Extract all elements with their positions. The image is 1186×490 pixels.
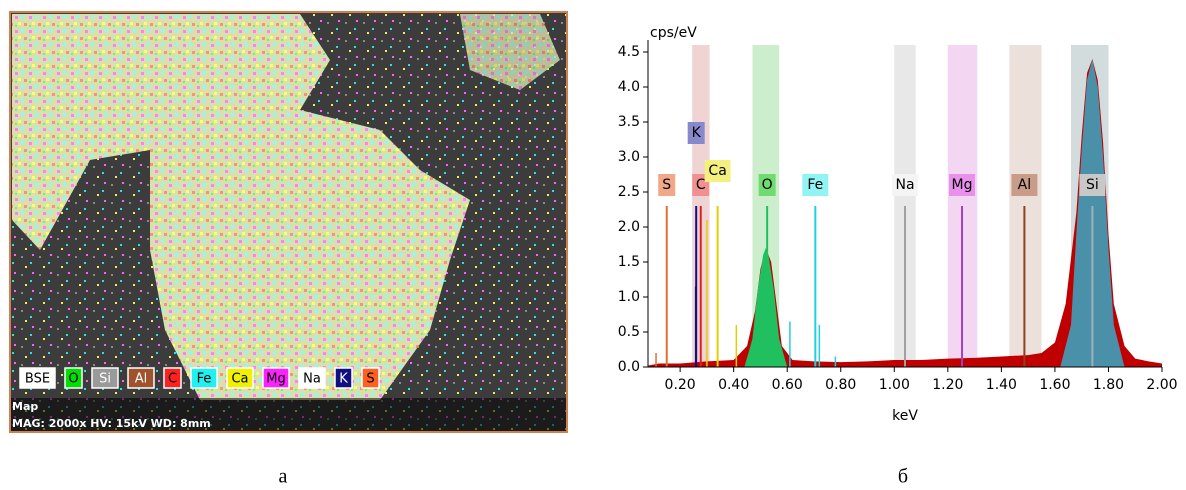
x-tick-label: 2.00 bbox=[1146, 377, 1177, 393]
map-info: MAG: 2000x HV: 15kV WD: 8mm bbox=[12, 417, 211, 430]
legend-label: S bbox=[366, 372, 374, 387]
element-label: K bbox=[692, 125, 702, 141]
legend-swatch bbox=[262, 367, 290, 389]
legend-swatch bbox=[127, 367, 155, 389]
element-label: S bbox=[662, 177, 671, 193]
element-label: Si bbox=[1086, 177, 1099, 193]
y-tick-label: 4.0 bbox=[618, 79, 640, 95]
x-tick-label: 1.80 bbox=[1093, 377, 1124, 393]
x-tick-label: 0.60 bbox=[772, 377, 803, 393]
element-box bbox=[892, 174, 918, 196]
x-tick-label: 1.60 bbox=[1039, 377, 1070, 393]
legend-label: O bbox=[68, 372, 78, 387]
legend-swatch bbox=[226, 367, 254, 389]
y-tick-label: 1.5 bbox=[618, 254, 640, 270]
legend-swatch bbox=[64, 367, 83, 389]
x-tick-label: 0.20 bbox=[665, 377, 696, 393]
element-label: Al bbox=[1018, 177, 1031, 193]
legend-swatch bbox=[298, 367, 326, 389]
element-box bbox=[1079, 174, 1106, 196]
legend-label: C bbox=[168, 372, 177, 387]
legend-label: Mg bbox=[266, 372, 285, 387]
x-tick-label: 1.20 bbox=[932, 377, 963, 393]
caption: а bbox=[279, 466, 288, 488]
map-image: Map MAG: 2000x HV: 15kV WD: 8mm bbox=[9, 11, 568, 433]
element-label: Na bbox=[895, 177, 914, 193]
legend-swatch bbox=[163, 367, 182, 389]
y-tick-label: 3.0 bbox=[618, 149, 640, 165]
legend-label: Fe bbox=[197, 372, 212, 387]
y-tick-label: 2.0 bbox=[618, 219, 640, 235]
y-tick-label: 0.0 bbox=[618, 359, 640, 375]
legend-label: Al bbox=[135, 372, 148, 387]
legend-label: BSE bbox=[25, 372, 50, 387]
y-axis-label: cps/eV bbox=[650, 25, 697, 41]
element-box bbox=[687, 122, 705, 144]
y-tick-label: 0.5 bbox=[618, 324, 640, 340]
x-axis-label: keV bbox=[892, 408, 918, 424]
legend-swatch bbox=[190, 367, 218, 389]
element-box bbox=[802, 174, 829, 196]
x-tick-label: 0.80 bbox=[825, 377, 856, 393]
element-label: Mg bbox=[952, 177, 973, 193]
element-label: O bbox=[762, 177, 773, 193]
map-title: Map bbox=[12, 400, 38, 413]
legend-label: Si bbox=[99, 372, 111, 387]
map-legend: BSE O Si Al C Fe Ca Mg Na K S bbox=[19, 367, 380, 389]
element-box bbox=[758, 174, 776, 196]
y-tick-label: 3.5 bbox=[618, 114, 640, 130]
element-box bbox=[704, 160, 731, 182]
info-bar bbox=[11, 398, 566, 431]
element-band bbox=[1009, 45, 1042, 367]
x-tick-label: 0.40 bbox=[718, 377, 749, 393]
y-tick-label: 4.5 bbox=[618, 44, 640, 60]
x-tick-label: 1.40 bbox=[986, 377, 1017, 393]
x-tick-label: 1.00 bbox=[879, 377, 910, 393]
element-label: C bbox=[696, 177, 706, 193]
element-box bbox=[658, 174, 676, 196]
element-box bbox=[949, 174, 976, 196]
legend-swatch bbox=[91, 367, 119, 389]
peak-area bbox=[744, 248, 788, 367]
legend-label: Na bbox=[303, 372, 321, 387]
map-region bbox=[460, 14, 560, 90]
legend-swatch bbox=[334, 367, 353, 389]
element-label: Ca bbox=[708, 163, 726, 179]
legend-swatch bbox=[361, 367, 380, 389]
caption: б bbox=[898, 466, 908, 488]
element-label: Fe bbox=[807, 177, 823, 193]
y-tick-label: 2.5 bbox=[618, 184, 640, 200]
element-box bbox=[1011, 174, 1038, 196]
legend-swatch bbox=[19, 367, 56, 389]
y-tick-label: 1.0 bbox=[618, 289, 640, 305]
legend-label: K bbox=[339, 372, 348, 387]
map-region bbox=[12, 14, 470, 400]
legend-label: Ca bbox=[231, 372, 248, 387]
